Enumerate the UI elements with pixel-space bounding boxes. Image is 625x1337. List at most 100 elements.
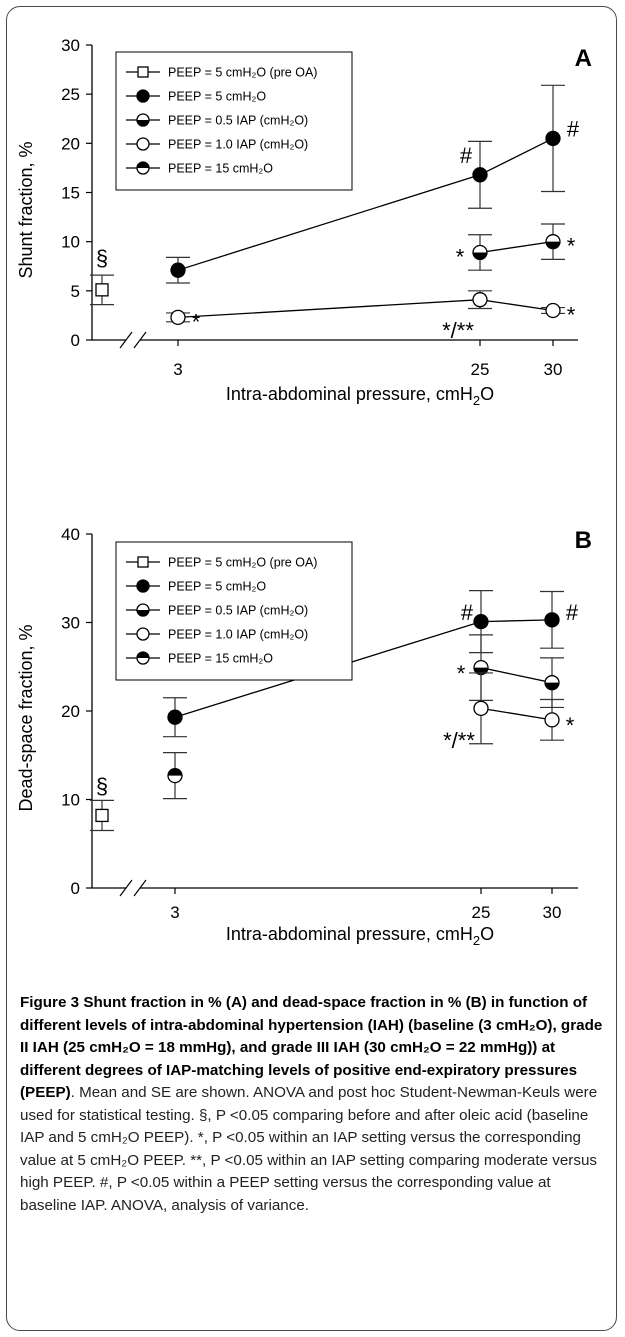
marker-circle [544, 712, 560, 728]
marker-half-fill [545, 682, 559, 690]
legend-label: PEEP = 5 cmH₂O (pre OA) [168, 556, 317, 570]
marker-circle [473, 700, 489, 716]
series-line [177, 299, 554, 319]
x-tick-label: 3 [170, 903, 179, 922]
legend-entry: PEEP = 0.5 IAP (cmH₂O) [126, 603, 308, 618]
data-point [545, 302, 561, 319]
caption-text: . Mean and SE are shown. ANOVA and post … [20, 1084, 598, 1214]
marker-circle [136, 627, 150, 641]
data-point [545, 130, 561, 147]
legend: PEEP = 5 cmH₂O (pre OA) PEEP = 5 cmH₂O PEE… [115, 541, 353, 681]
series-line [480, 666, 553, 684]
legend-marker [136, 137, 150, 151]
marker-half-fill [137, 610, 149, 616]
caption-label: Figure 3 [20, 994, 80, 1011]
legend-entry: PEEP = 5 cmH₂O (pre OA) [126, 556, 317, 570]
marker-circle [545, 302, 561, 319]
y-tick-label: 10 [61, 791, 80, 810]
marker-half-fill [168, 768, 182, 776]
significance-mark: */** [443, 728, 475, 753]
legend-marker [136, 89, 150, 103]
marker-circle [472, 167, 488, 183]
y-tick-label: 30 [61, 36, 80, 55]
legend-label: PEEP = 5 cmH₂O [168, 90, 266, 104]
x-tick-label: 30 [543, 903, 562, 922]
legend: PEEP = 5 cmH₂O (pre OA) PEEP = 5 cmH₂O PEE… [115, 51, 353, 191]
series-line [479, 241, 554, 254]
y-tick-label: 5 [71, 282, 80, 301]
legend-marker [136, 651, 150, 665]
legend-entry: PEEP = 0.5 IAP (cmH₂O) [126, 113, 308, 128]
significance-mark: * [566, 713, 575, 738]
marker-half-fill [546, 241, 560, 249]
data-point [95, 283, 109, 297]
axes: 0 10 20 30 40 3 25 30 [61, 525, 578, 922]
axis-break-mark [133, 879, 147, 897]
legend-marker [136, 161, 150, 175]
data-point [472, 244, 488, 261]
legend-label: PEEP = 0.5 IAP (cmH₂O) [168, 604, 308, 618]
plot-area: § * # # * * */** * [90, 84, 580, 343]
marker-square [95, 808, 109, 823]
marker-circle [472, 292, 488, 308]
data-point [473, 659, 489, 676]
y-tick-label: 25 [61, 85, 80, 104]
significance-mark: # [461, 600, 474, 625]
series-line [480, 707, 553, 721]
panel-label-b: B [575, 527, 592, 554]
data-point [167, 767, 183, 784]
significance-mark: § [96, 245, 108, 270]
y-tick-label: 30 [61, 614, 80, 633]
x-tick-label: 25 [472, 903, 491, 922]
dead-space-fraction-chart: B Dead-space fraction, % Intra-abdominal… [16, 525, 592, 948]
legend-entry: PEEP = 1.0 IAP (cmH₂O) [126, 137, 308, 152]
legend-marker [137, 66, 149, 78]
axis-break-mark [119, 331, 133, 349]
axis-break-mark [119, 879, 133, 897]
legend-entry: PEEP = 5 cmH₂O [126, 579, 266, 594]
x-tick-label: 25 [471, 360, 490, 379]
caption-title: Shunt fraction in % (A) and dead-space f… [20, 994, 603, 1101]
shunt-fraction-chart: A Shunt fraction, % Intra-abdominal pres… [16, 36, 592, 408]
y-tick-label: 40 [61, 525, 80, 544]
marker-circle [544, 612, 560, 628]
axis-break-mark [133, 331, 147, 349]
data-point [544, 675, 560, 691]
y-tick-label: 20 [61, 702, 80, 721]
x-tick-label: 3 [173, 360, 182, 379]
marker-half-fill [137, 162, 149, 168]
marker-half-fill [473, 252, 487, 260]
x-label-suffix: O [480, 924, 494, 944]
legend-label: PEEP = 1.0 IAP (cmH₂O) [168, 628, 308, 642]
legend-label: PEEP = 5 cmH₂O (pre OA) [168, 66, 317, 80]
x-label-prefix: Intra-abdominal pressure, cmH [226, 924, 473, 944]
legend-marker [136, 113, 150, 127]
marker-circle [170, 309, 186, 326]
legend-marker [136, 579, 150, 593]
x-label-prefix: Intra-abdominal pressure, cmH [226, 384, 473, 404]
figure-caption: Figure 3 Shunt fraction in % (A) and dea… [20, 992, 605, 1217]
y-tick-label: 20 [61, 134, 80, 153]
y-tick-label: 0 [71, 331, 80, 350]
legend-label: PEEP = 15 cmH₂O [168, 652, 273, 666]
legend-marker [137, 556, 149, 568]
significance-mark: # [567, 117, 580, 142]
legend-entry: PEEP = 5 cmH₂O (pre OA) [126, 66, 317, 80]
data-point [170, 309, 186, 326]
x-axis-label: Intra-abdominal pressure, cmH2O [226, 924, 494, 948]
significance-mark: * [456, 244, 465, 269]
legend-label: PEEP = 1.0 IAP (cmH₂O) [168, 138, 308, 152]
significance-mark: # [566, 600, 579, 625]
marker-circle [167, 709, 183, 725]
significance-mark: * [567, 234, 576, 259]
marker-half-fill [137, 652, 149, 658]
legend-box [115, 541, 353, 681]
significance-mark: * [192, 309, 201, 334]
x-tick-label: 30 [544, 360, 563, 379]
legend-label: PEEP = 0.5 IAP (cmH₂O) [168, 114, 308, 128]
legend-entry: PEEP = 1.0 IAP (cmH₂O) [126, 627, 308, 642]
data-point [545, 234, 561, 250]
significance-mark: */** [442, 318, 474, 343]
data-point [170, 262, 186, 278]
marker-square [95, 283, 109, 297]
